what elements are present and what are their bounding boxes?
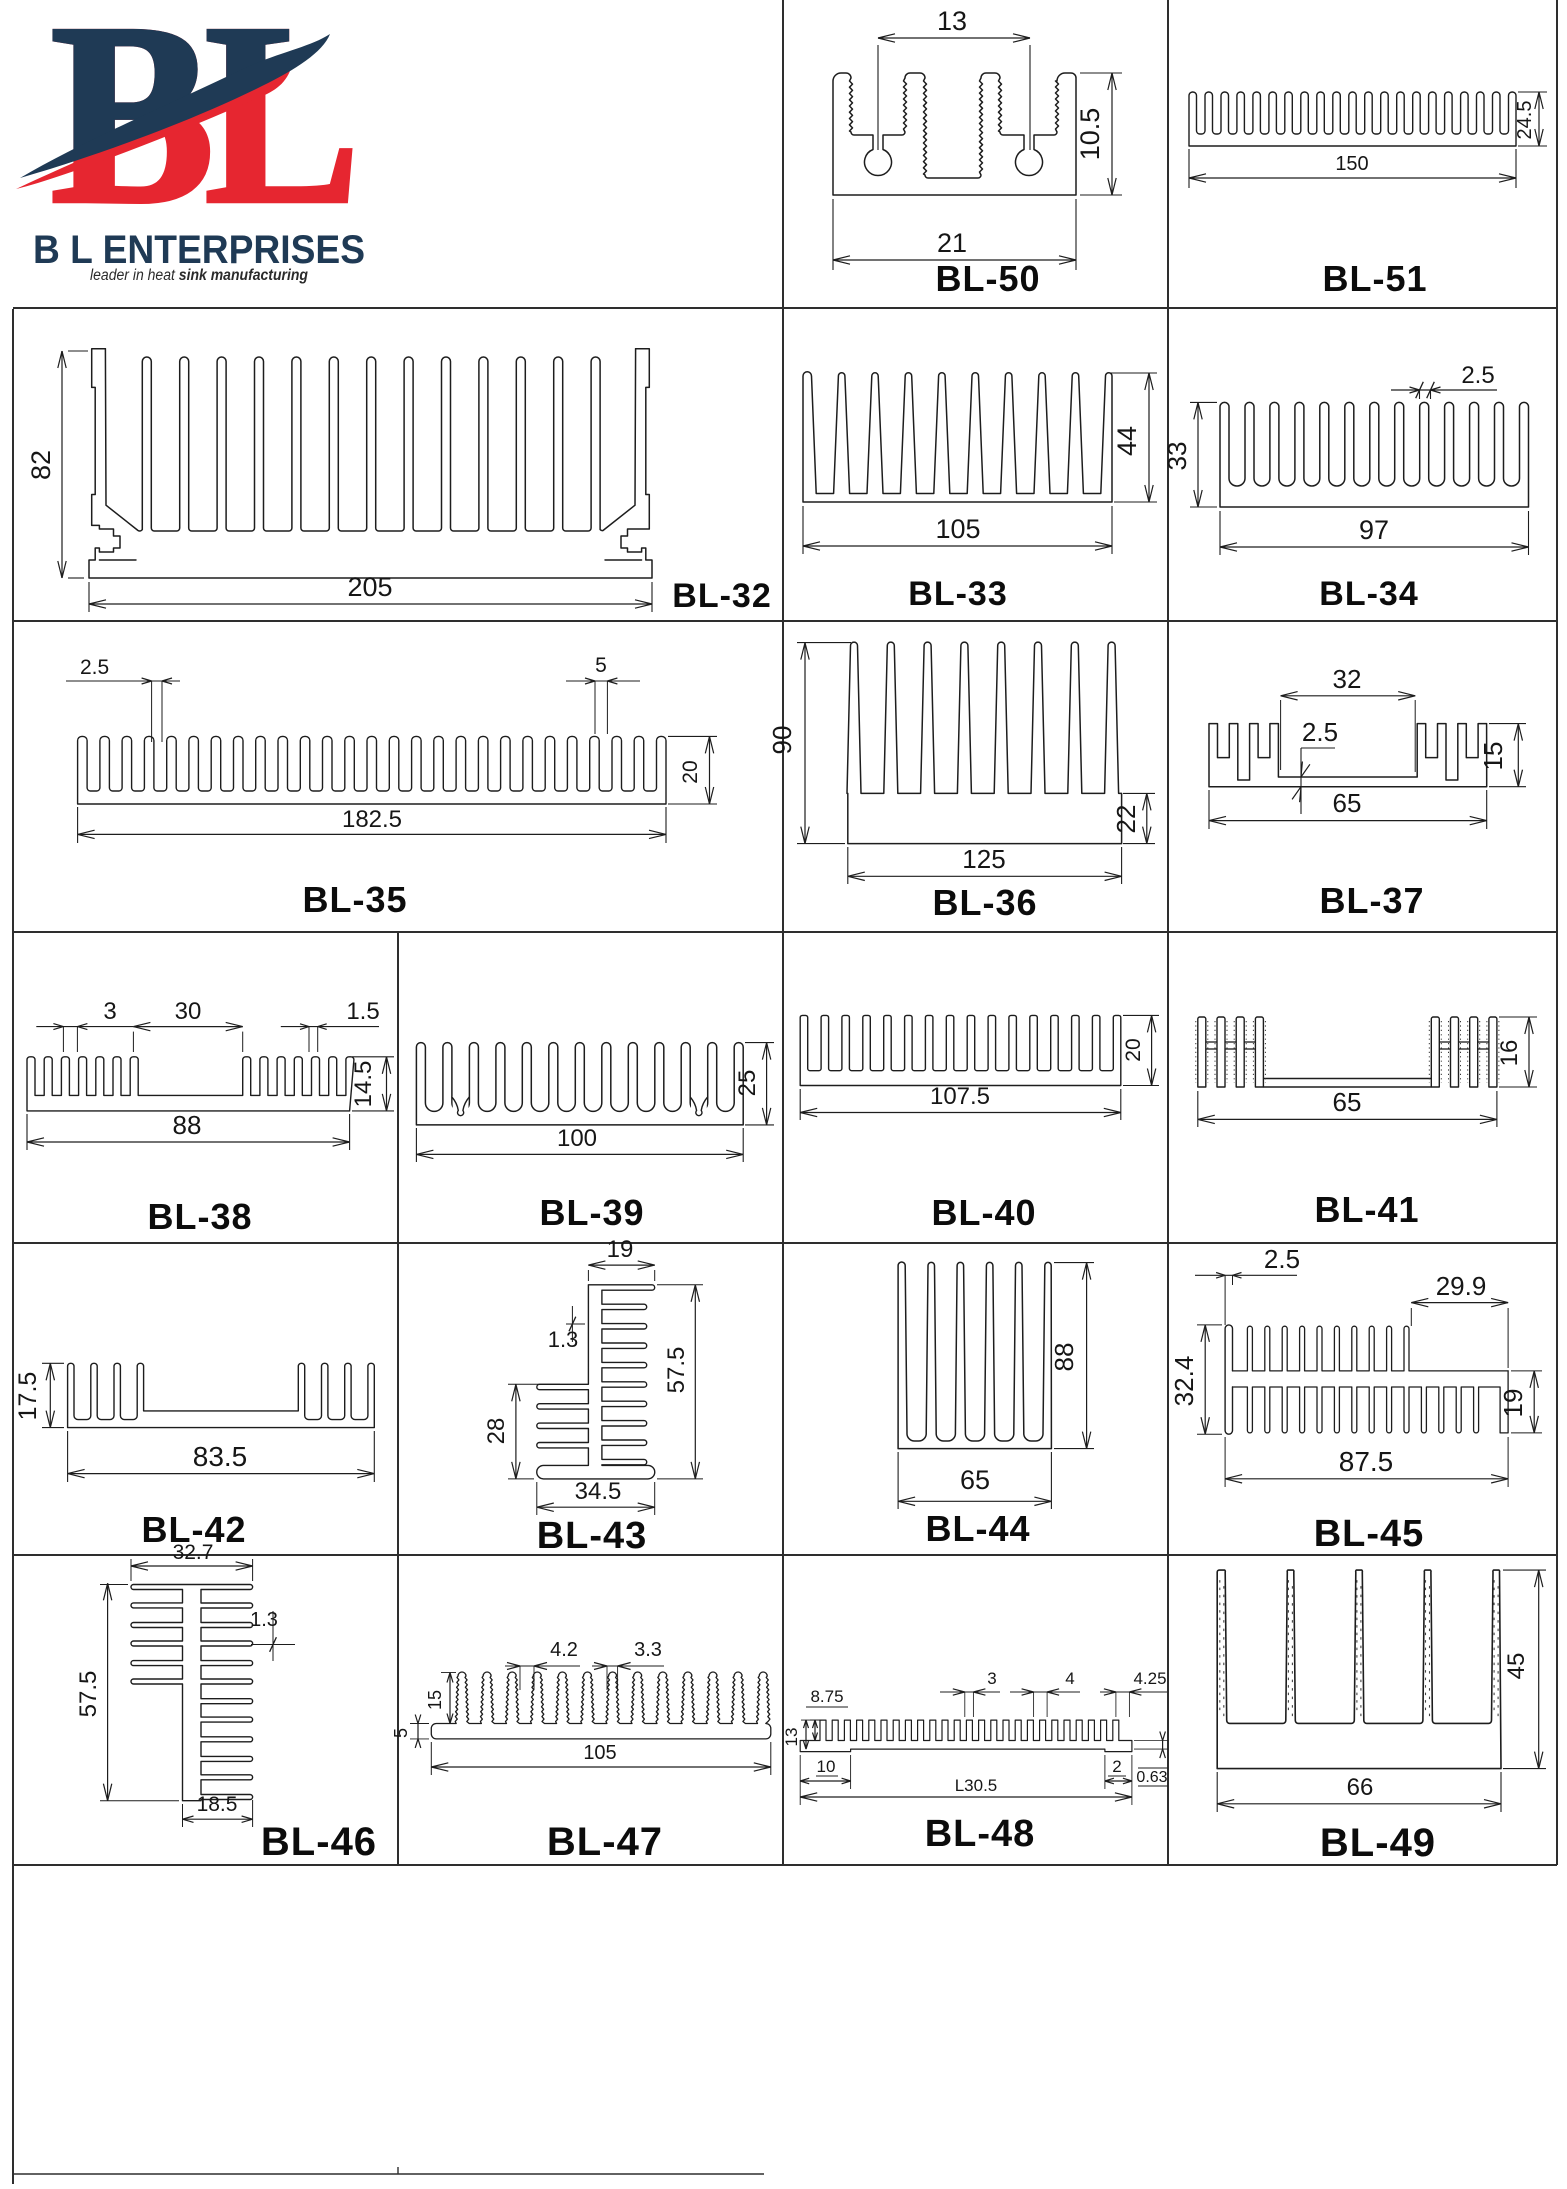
svg-text:100: 100 (557, 1125, 597, 1152)
svg-text:5: 5 (595, 654, 607, 677)
svg-text:BL-44: BL-44 (925, 1508, 1030, 1549)
svg-text:2.5: 2.5 (1302, 717, 1338, 747)
svg-text:15: 15 (1478, 742, 1508, 771)
svg-text:BL-37: BL-37 (1319, 880, 1424, 921)
svg-text:BL-47: BL-47 (547, 1820, 663, 1864)
svg-text:BL-48: BL-48 (925, 1813, 1036, 1855)
svg-text:29.9: 29.9 (1436, 1271, 1487, 1301)
svg-text:5: 5 (391, 1728, 411, 1738)
svg-text:17.5: 17.5 (14, 1372, 42, 1421)
svg-text:19: 19 (1498, 1389, 1528, 1418)
svg-text:BL-35: BL-35 (302, 879, 407, 920)
svg-text:32: 32 (1333, 664, 1362, 694)
svg-text:L30.5: L30.5 (955, 1776, 998, 1795)
svg-text:82: 82 (26, 450, 56, 480)
svg-text:16: 16 (1496, 1040, 1523, 1067)
svg-text:87.5: 87.5 (1339, 1446, 1394, 1477)
svg-text:205: 205 (347, 572, 392, 602)
svg-text:150: 150 (1335, 153, 1368, 175)
svg-text:1.3: 1.3 (250, 1609, 278, 1631)
svg-text:2.5: 2.5 (1264, 1244, 1300, 1274)
svg-text:BL-36: BL-36 (932, 882, 1037, 923)
svg-text:22: 22 (1111, 805, 1141, 834)
svg-text:1.3: 1.3 (548, 1327, 579, 1352)
svg-text:97: 97 (1359, 515, 1389, 545)
svg-text:BL-51: BL-51 (1322, 258, 1427, 299)
svg-text:10: 10 (817, 1757, 836, 1776)
svg-text:B L ENTERPRISES: B L ENTERPRISES (33, 228, 365, 272)
svg-text:66: 66 (1347, 1774, 1374, 1801)
svg-text:BL-43: BL-43 (537, 1515, 648, 1557)
svg-text:88: 88 (1049, 1343, 1079, 1372)
svg-text:65: 65 (1333, 788, 1362, 818)
svg-text:BL-46: BL-46 (261, 1820, 377, 1864)
svg-text:BL-33: BL-33 (908, 575, 1007, 613)
svg-text:45: 45 (1503, 1653, 1530, 1680)
svg-text:13: 13 (937, 6, 967, 36)
svg-text:65: 65 (960, 1465, 990, 1495)
svg-text:15: 15 (425, 1690, 445, 1710)
svg-text:44: 44 (1112, 426, 1142, 456)
svg-text:34.5: 34.5 (575, 1478, 622, 1505)
svg-text:21: 21 (937, 228, 967, 258)
svg-text:4.2: 4.2 (550, 1639, 578, 1661)
svg-text:13: 13 (782, 1728, 801, 1747)
svg-text:20: 20 (1122, 1038, 1145, 1061)
svg-text:1.5: 1.5 (346, 998, 379, 1025)
svg-text:3.3: 3.3 (634, 1639, 662, 1661)
svg-text:83.5: 83.5 (193, 1441, 248, 1472)
svg-text:0.63: 0.63 (1136, 1769, 1167, 1786)
svg-text:125: 125 (962, 844, 1005, 874)
svg-text:BL-40: BL-40 (931, 1192, 1036, 1233)
svg-text:105: 105 (583, 1742, 616, 1764)
svg-text:2.5: 2.5 (80, 656, 109, 679)
svg-text:24.5: 24.5 (1514, 101, 1536, 140)
svg-text:105: 105 (935, 514, 980, 544)
svg-text:3: 3 (987, 1669, 996, 1688)
svg-text:4: 4 (1065, 1669, 1074, 1688)
svg-text:10.5: 10.5 (1075, 108, 1105, 161)
svg-text:107.5: 107.5 (930, 1083, 990, 1110)
svg-text:57.5: 57.5 (663, 1347, 690, 1394)
svg-text:4.25: 4.25 (1133, 1669, 1166, 1688)
svg-text:BL-50: BL-50 (935, 258, 1040, 299)
svg-text:2: 2 (1112, 1757, 1121, 1776)
svg-text:20: 20 (679, 760, 702, 783)
svg-text:32.4: 32.4 (1169, 1356, 1199, 1407)
svg-text:8.75: 8.75 (810, 1687, 843, 1706)
svg-text:19: 19 (607, 1236, 634, 1263)
svg-text:25: 25 (734, 1070, 761, 1097)
svg-text:BL-42: BL-42 (141, 1509, 246, 1550)
svg-text:28: 28 (483, 1418, 510, 1445)
svg-text:L: L (204, 0, 361, 258)
svg-text:14.5: 14.5 (350, 1061, 377, 1108)
svg-text:30: 30 (175, 998, 202, 1025)
svg-text:182.5: 182.5 (342, 806, 402, 833)
svg-text:BL-38: BL-38 (147, 1196, 252, 1237)
svg-text:65: 65 (1333, 1087, 1362, 1117)
svg-text:18.5: 18.5 (197, 1793, 238, 1816)
svg-text:32.7: 32.7 (173, 1541, 214, 1564)
svg-text:33: 33 (1162, 442, 1192, 471)
svg-text:BL-41: BL-41 (1314, 1189, 1419, 1230)
svg-text:BL-45: BL-45 (1314, 1513, 1425, 1555)
svg-text:BL-34: BL-34 (1319, 575, 1418, 613)
svg-text:leader in heat sink manufactur: leader in heat sink manufacturing (90, 267, 308, 284)
svg-text:BL-32: BL-32 (672, 577, 771, 615)
svg-text:2.5: 2.5 (1461, 362, 1494, 389)
svg-text:57.5: 57.5 (75, 1671, 102, 1718)
svg-text:BL-49: BL-49 (1320, 1821, 1436, 1865)
svg-text:3: 3 (103, 998, 116, 1025)
svg-text:BL-39: BL-39 (539, 1192, 644, 1233)
svg-text:90: 90 (767, 726, 797, 755)
svg-text:88: 88 (173, 1110, 202, 1140)
